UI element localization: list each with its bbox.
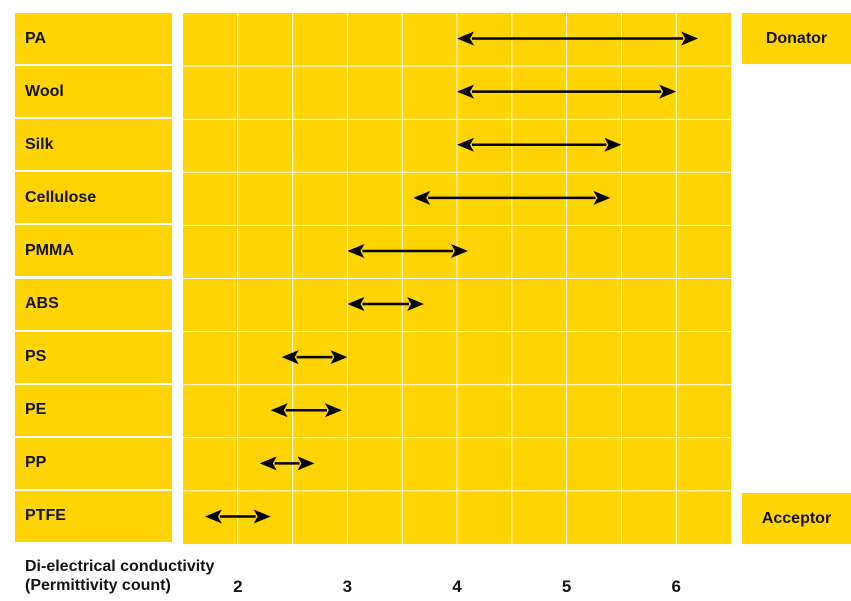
range-arrow-ptfe [204, 509, 271, 524]
range-arrow-pp [259, 456, 315, 471]
range-arrow-pmma [347, 243, 468, 258]
category-label-cellulose: Cellulose [15, 172, 172, 224]
category-label-ptfe: PTFE [15, 490, 172, 542]
range-arrow-pa [457, 31, 699, 46]
x-axis-label-line-1: Di-electrical conductivity [25, 558, 215, 575]
category-label-pa: PA [15, 13, 172, 65]
x-tick-label-5: 5 [561, 577, 572, 596]
category-label-ps: PS [15, 331, 172, 383]
category-label-silk: Silk [15, 119, 172, 171]
x-axis-label-line-2: (Permittivity count) [25, 577, 171, 594]
donator-tag: Donator [742, 13, 851, 64]
range-arrow-wool [457, 84, 677, 99]
category-label-wool: Wool [15, 66, 172, 118]
range-arrow-ps [281, 350, 348, 365]
category-label-pmma: PMMA [15, 225, 172, 277]
range-arrows [204, 31, 699, 524]
range-arrow-cellulose [413, 190, 611, 205]
category-label-pp: PP [15, 437, 172, 489]
range-arrow-silk [457, 137, 622, 152]
x-tick-label-2: 2 [233, 577, 243, 596]
x-tick-label-3: 3 [342, 577, 353, 596]
x-tick-label-6: 6 [671, 577, 681, 596]
x-tick-label-4: 4 [452, 577, 462, 596]
acceptor-tag: Acceptor [742, 493, 851, 544]
category-label-pe: PE [15, 384, 172, 436]
grid-lines [183, 13, 731, 544]
range-arrow-abs [347, 297, 425, 312]
category-label-abs: ABS [15, 278, 172, 330]
range-arrow-pe [270, 403, 342, 418]
x-axis-label: Di-electrical conductivity (Permittivity… [25, 557, 214, 595]
